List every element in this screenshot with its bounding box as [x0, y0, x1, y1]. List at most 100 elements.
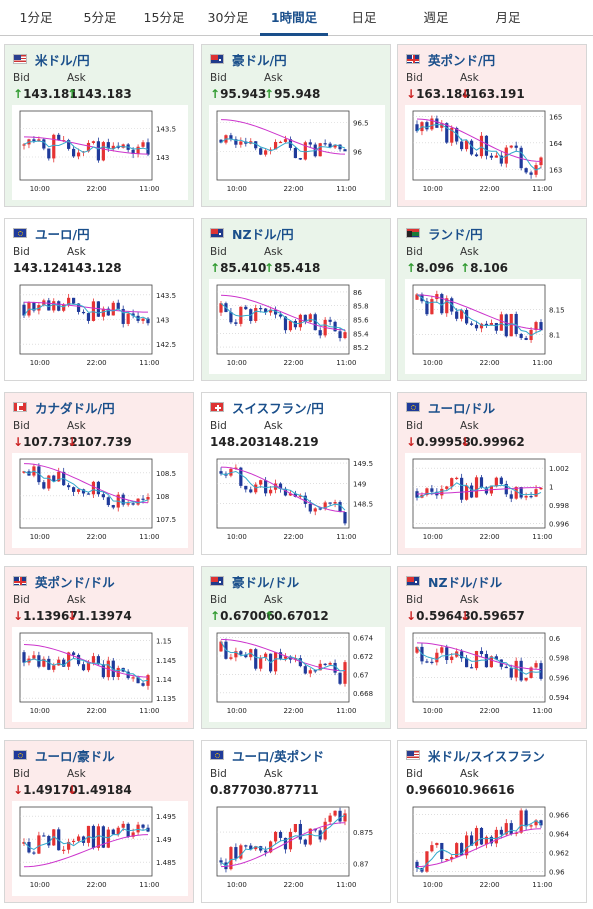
currency-pair-name[interactable]: ユーロ/英ポンド	[232, 748, 325, 764]
tab-3[interactable]: 30分足	[207, 10, 249, 25]
tab-0[interactable]: 1分足	[19, 10, 53, 25]
candle-body	[249, 845, 253, 850]
candle-body	[440, 294, 444, 314]
candle-body	[278, 141, 283, 144]
price-chart[interactable]: 149.5 149 148.5 10:00 22:00 11:00	[209, 453, 385, 548]
candle-body	[121, 823, 125, 828]
currency-pair-link[interactable]: ユーロ/豪ドル	[13, 747, 115, 764]
bid-value-text: 95.943	[220, 87, 267, 101]
price-chart[interactable]: 1.15 1.145 1.14 1.135 10:00 22:00 11:00	[12, 627, 188, 722]
chart-container[interactable]: 0.6 0.598 0.596 0.594 10:00 22:00 11:00	[405, 627, 581, 722]
currency-pair-link[interactable]: ユーロ/英ポンド	[210, 747, 325, 764]
price-chart[interactable]: 108.5 108 107.5 10:00 22:00 11:00	[12, 453, 188, 548]
candle-body	[303, 142, 307, 160]
price-chart[interactable]: 86 85.8 85.6 85.4 85.2 10:00 22:00 11:00	[209, 279, 385, 374]
chart-container[interactable]: 108.5 108 107.5 10:00 22:00 11:00	[12, 453, 188, 548]
currency-pair-link[interactable]: 米ドル/円	[13, 51, 90, 68]
chart-container[interactable]: 143.5 143 142.5 10:00 22:00 11:00	[12, 279, 188, 374]
y-tick-label: 1.135	[156, 695, 176, 703]
chart-container[interactable]: 1.002 1 0.998 0.996 10:00 22:00 11:00	[405, 453, 581, 548]
currency-pair-name[interactable]: 英ポンド/円	[428, 52, 496, 68]
candle-body	[234, 139, 238, 145]
currency-pair-link[interactable]: 豪ドル/円	[210, 51, 287, 68]
currency-pair-name[interactable]: カナダドル/円	[35, 400, 115, 416]
bid-label: Bid	[210, 768, 227, 780]
candle-body	[514, 487, 518, 499]
chart-container[interactable]: 0.966 0.964 0.962 0.96 10:00 22:00 11:00	[405, 801, 581, 896]
currency-pair-name[interactable]: スイスフラン/円	[232, 400, 324, 416]
currency-pair-name[interactable]: NZドル/円	[232, 226, 294, 242]
candle-body	[131, 503, 135, 505]
moving-average-long	[220, 119, 346, 155]
currency-pair-name[interactable]: NZドル/ドル	[428, 574, 503, 590]
price-chart[interactable]: 0.875 0.87 10:00 22:00 11:00	[209, 801, 385, 896]
candle-body	[47, 836, 51, 846]
tab-6[interactable]: 週足	[423, 10, 449, 25]
currency-pair-name[interactable]: ユーロ/ドル	[428, 400, 496, 416]
candle-body	[57, 471, 61, 482]
currency-pair-link[interactable]: ユーロ/ドル	[406, 399, 496, 416]
currency-pair-name[interactable]: ランド/円	[428, 226, 483, 242]
price-chart[interactable]: 0.966 0.964 0.962 0.96 10:00 22:00 11:00	[405, 801, 581, 896]
price-chart[interactable]: 165 164 163 10:00 22:00 11:00	[405, 105, 581, 200]
currency-pair-name[interactable]: ユーロ/豪ドル	[35, 748, 115, 764]
candle-body	[514, 313, 518, 334]
chart-container[interactable]: 8.15 8.1 10:00 22:00 11:00	[405, 279, 581, 374]
chart-container[interactable]: 1.495 1.49 1.485 10:00 22:00 11:00	[12, 801, 188, 896]
chart-container[interactable]: 1.15 1.145 1.14 1.135 10:00 22:00 11:00	[12, 627, 188, 722]
price-chart[interactable]: 96.5 96 10:00 22:00 11:00	[209, 105, 385, 200]
tab-5[interactable]: 日足	[351, 10, 377, 25]
currency-pair-link[interactable]: カナダドル/円	[13, 399, 115, 416]
price-chart[interactable]: 143.5 143 142.5 10:00 22:00 11:00	[12, 279, 188, 374]
tab-2[interactable]: 15分足	[143, 10, 185, 25]
x-tick-label: 11:00	[139, 533, 159, 541]
currency-pair-link[interactable]: ユーロ/円	[13, 225, 90, 242]
currency-pair-link[interactable]: NZドル/ドル	[406, 573, 503, 590]
price-chart[interactable]: 0.6 0.598 0.596 0.594 10:00 22:00 11:00	[405, 627, 581, 722]
chart-container[interactable]: 86 85.8 85.6 85.4 85.2 10:00 22:00 11:00	[209, 279, 385, 374]
candle-body	[333, 144, 337, 148]
ask-value: ↓0.99962	[460, 435, 525, 449]
currency-pair-link[interactable]: NZドル/円	[210, 225, 294, 242]
currency-pair-link[interactable]: 米ドル/スイスフラン	[406, 747, 545, 764]
chart-container[interactable]: 165 164 163 10:00 22:00 11:00	[405, 105, 581, 200]
bid-label: Bid	[406, 768, 423, 780]
bid-value: ↓1.13967	[13, 609, 78, 623]
currency-pair-name[interactable]: 米ドル/スイスフラン	[428, 748, 545, 764]
currency-pair-name[interactable]: 英ポンド/ドル	[35, 574, 115, 590]
candle-body	[460, 310, 464, 319]
currency-pair-name[interactable]: 米ドル/円	[35, 52, 90, 68]
chart-container[interactable]: 149.5 149 148.5 10:00 22:00 11:00	[209, 453, 385, 548]
currency-pair-name[interactable]: ユーロ/円	[35, 226, 90, 242]
y-tick-label: 149	[353, 480, 366, 488]
tab-1[interactable]: 5分足	[83, 10, 117, 25]
y-tick-label: 143	[156, 154, 169, 162]
price-chart[interactable]: 143.5 143 10:00 22:00 11:00	[12, 105, 188, 200]
tab-7[interactable]: 月足	[495, 10, 521, 25]
tab-4[interactable]: 1時間足	[260, 0, 328, 36]
y-tick-label: 165	[549, 113, 562, 121]
candle-body	[450, 127, 454, 143]
currency-pair-link[interactable]: 豪ドル/ドル	[210, 573, 300, 590]
y-tick-label: 85.2	[353, 344, 369, 352]
chart-container[interactable]: 96.5 96 10:00 22:00 11:00	[209, 105, 385, 200]
arrow-down-icon: ↓	[13, 435, 24, 449]
currency-pair-link[interactable]: スイスフラン/円	[210, 399, 324, 416]
price-chart[interactable]: 8.15 8.1 10:00 22:00 11:00	[405, 279, 581, 374]
price-chart[interactable]: 0.674 0.672 0.67 0.668 10:00 22:00 11:00	[209, 627, 385, 722]
currency-pair-link[interactable]: 英ポンド/円	[406, 51, 496, 68]
ask-value-text: 0.59657	[470, 609, 525, 623]
chart-container[interactable]: 143.5 143 10:00 22:00 11:00	[12, 105, 188, 200]
price-chart[interactable]: 1.495 1.49 1.485 10:00 22:00 11:00	[12, 801, 188, 896]
currency-pair-name[interactable]: 豪ドル/円	[232, 52, 287, 68]
chart-container[interactable]: 0.875 0.87 10:00 22:00 11:00	[209, 801, 385, 896]
currency-pair-link[interactable]: 英ポンド/ドル	[13, 573, 115, 590]
chart-container[interactable]: 0.674 0.672 0.67 0.668 10:00 22:00 11:00	[209, 627, 385, 722]
bid-value: 0.96601	[406, 783, 461, 797]
currency-pair-name[interactable]: 豪ドル/ドル	[232, 574, 300, 590]
candle-body	[76, 303, 81, 312]
candle-body	[415, 646, 419, 653]
price-chart[interactable]: 1.002 1 0.998 0.996 10:00 22:00 11:00	[405, 453, 581, 548]
x-tick-label: 22:00	[283, 185, 303, 193]
currency-pair-link[interactable]: ランド/円	[406, 225, 483, 242]
